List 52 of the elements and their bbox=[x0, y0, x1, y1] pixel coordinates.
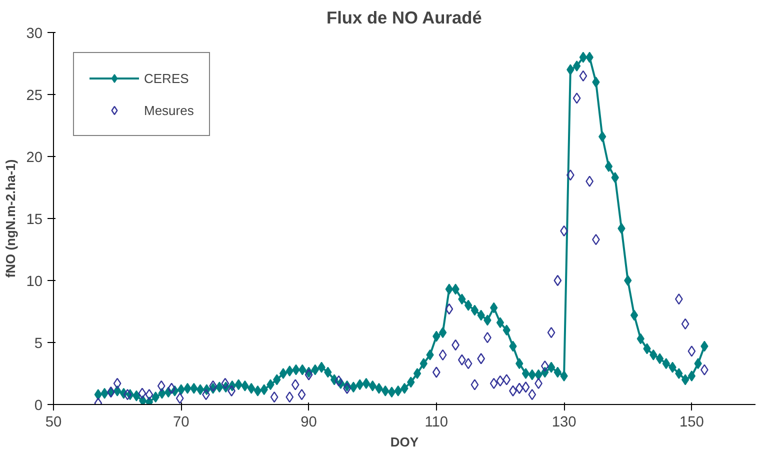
point bbox=[688, 346, 696, 357]
point bbox=[298, 388, 306, 400]
point bbox=[432, 366, 440, 378]
point bbox=[477, 353, 486, 364]
point bbox=[522, 382, 530, 393]
point bbox=[286, 391, 294, 403]
point bbox=[464, 358, 472, 370]
y-tick-label: 5 bbox=[34, 336, 43, 352]
point bbox=[572, 92, 581, 104]
point bbox=[145, 388, 154, 400]
legend-label: Mesures bbox=[144, 102, 194, 118]
point bbox=[490, 378, 498, 390]
point bbox=[334, 375, 343, 387]
point bbox=[566, 170, 574, 181]
y-tick-label: 15 bbox=[26, 212, 43, 228]
y-axis-title: fNO (ngN.m-2.ha-1) bbox=[3, 159, 18, 278]
point bbox=[586, 176, 594, 187]
point bbox=[681, 318, 690, 330]
point bbox=[113, 378, 122, 390]
point bbox=[515, 382, 524, 394]
y-tick-label: 0 bbox=[34, 398, 43, 414]
point bbox=[502, 374, 511, 386]
y-tick-label: 10 bbox=[26, 274, 43, 290]
point bbox=[470, 379, 479, 390]
point bbox=[291, 379, 300, 390]
x-tick-label: 110 bbox=[424, 414, 448, 430]
y-tick-label: 30 bbox=[26, 26, 43, 42]
point bbox=[540, 360, 549, 372]
point bbox=[445, 303, 454, 315]
x-tick-label: 150 bbox=[679, 414, 704, 430]
point bbox=[579, 70, 588, 82]
x-tick-label: 90 bbox=[300, 414, 317, 430]
point bbox=[221, 378, 230, 390]
point bbox=[157, 380, 166, 392]
y-tick-label: 25 bbox=[26, 88, 43, 104]
point bbox=[554, 274, 562, 286]
point bbox=[674, 294, 683, 305]
point bbox=[176, 392, 184, 404]
point bbox=[138, 388, 146, 399]
point bbox=[270, 391, 278, 403]
point bbox=[528, 388, 536, 400]
x-axis-title: DOY bbox=[390, 434, 419, 450]
point bbox=[496, 375, 504, 387]
point bbox=[304, 369, 313, 380]
legend-label: CERES bbox=[144, 70, 189, 86]
x-tick-label: 50 bbox=[45, 414, 62, 430]
point bbox=[438, 349, 447, 360]
point bbox=[547, 326, 556, 338]
y-tick-label: 20 bbox=[26, 150, 43, 166]
x-tick-label: 70 bbox=[172, 414, 190, 430]
chart-title: Flux de NO Auradé bbox=[326, 8, 482, 28]
x-tick-label: 130 bbox=[552, 414, 576, 430]
